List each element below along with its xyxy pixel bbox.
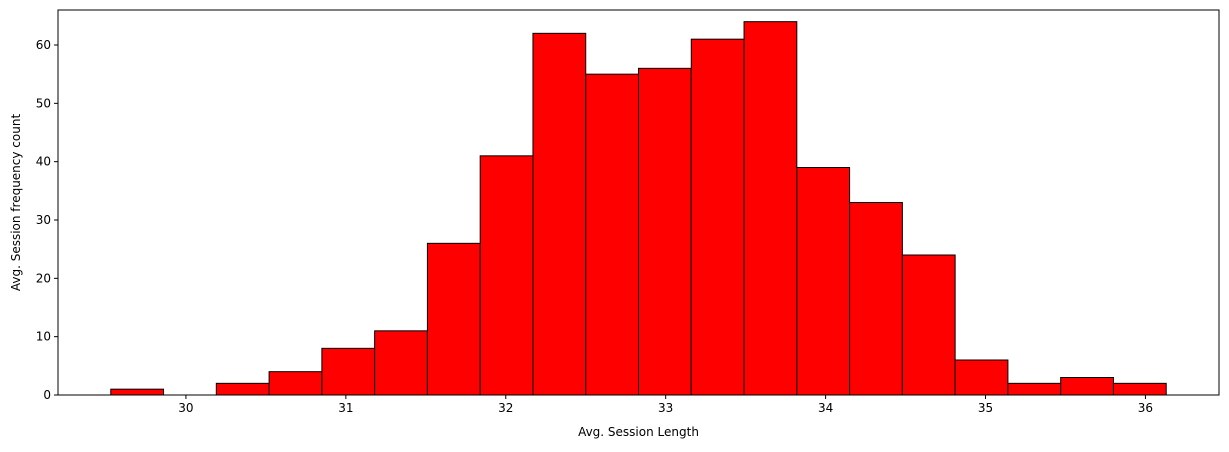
histogram-bar bbox=[374, 330, 428, 396]
histogram-bar bbox=[532, 32, 587, 396]
y-tick-label: 0 bbox=[43, 388, 51, 402]
x-tick-label: 34 bbox=[818, 401, 833, 415]
histogram-bar bbox=[743, 21, 798, 396]
histogram-bar bbox=[426, 242, 481, 396]
x-tick-label: 30 bbox=[178, 401, 193, 415]
histogram-bar bbox=[954, 359, 1009, 396]
plot-frame bbox=[57, 9, 1220, 396]
y-axis-label: Avg. Session frequency count bbox=[9, 114, 23, 292]
histogram-bar bbox=[1112, 382, 1167, 396]
y-tick-label: 30 bbox=[36, 213, 51, 227]
x-tick-label: 32 bbox=[498, 401, 513, 415]
x-tick-label: 36 bbox=[1138, 401, 1153, 415]
histogram-bar bbox=[110, 388, 165, 396]
histogram-bar bbox=[901, 254, 956, 396]
histogram-bar bbox=[268, 371, 323, 396]
histogram-bar bbox=[321, 347, 376, 396]
x-tick-label: 33 bbox=[658, 401, 673, 415]
y-tick-label: 50 bbox=[36, 96, 51, 110]
histogram-bar bbox=[215, 382, 270, 396]
histogram-bar bbox=[1060, 377, 1114, 396]
histogram-bar bbox=[585, 73, 640, 396]
y-tick-label: 20 bbox=[36, 271, 51, 285]
x-axis-ticks: 30 31 32 33 34 35 36 bbox=[178, 395, 1153, 415]
histogram-bar bbox=[479, 155, 534, 396]
histogram-bar bbox=[849, 202, 903, 396]
x-tick-label: 31 bbox=[338, 401, 353, 415]
histogram-bar bbox=[796, 167, 851, 396]
histogram-bar bbox=[638, 67, 692, 396]
histogram-bar bbox=[690, 38, 745, 396]
bars-group bbox=[110, 21, 1167, 396]
y-tick-label: 60 bbox=[36, 38, 51, 52]
y-axis-ticks: 0 10 20 30 40 50 60 bbox=[36, 38, 58, 402]
y-tick-label: 10 bbox=[36, 330, 51, 344]
y-tick-label: 40 bbox=[36, 155, 51, 169]
histogram-bar bbox=[1007, 382, 1062, 396]
x-axis-label: Avg. Session Length bbox=[578, 425, 699, 439]
x-tick-label: 35 bbox=[978, 401, 993, 415]
